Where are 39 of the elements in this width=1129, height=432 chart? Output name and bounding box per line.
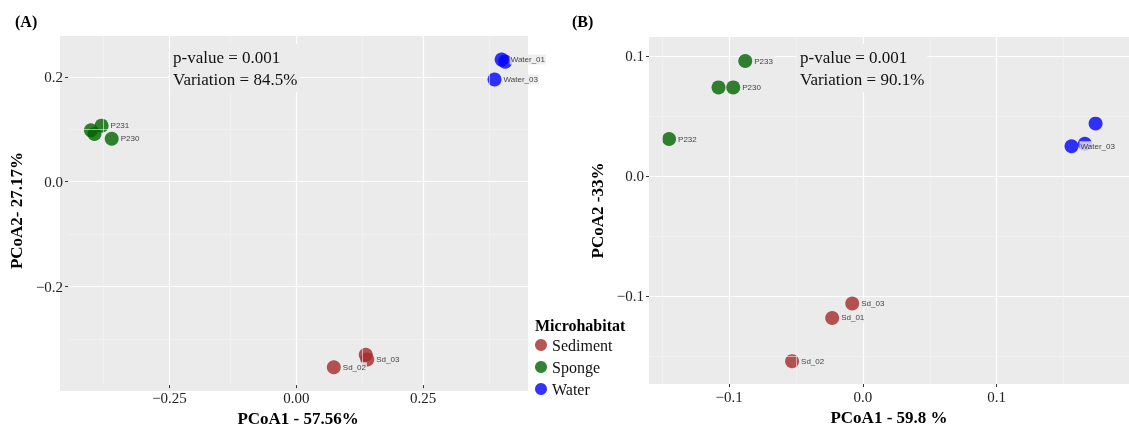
x-tick-label: −0.1 [715, 388, 743, 405]
annotation: Sd_01 [841, 313, 865, 323]
annotation: Sd_03 [376, 354, 400, 364]
y-axis-title: PCoA2 -33% [587, 162, 607, 259]
x-tick-label: 0.25 [409, 389, 437, 406]
y-tick-label: 0.0 [625, 168, 644, 185]
y-tick-label: 0.0 [44, 173, 64, 190]
annotation: P230 [120, 134, 140, 144]
annotation: P230 [742, 82, 762, 92]
annotation: P231 [110, 121, 130, 131]
annotation: p-value = 0.001 [173, 47, 281, 67]
annotation: Water_03 [1080, 141, 1116, 151]
annotation: Water_01 [510, 55, 546, 65]
annotation: P233 [754, 56, 774, 66]
annotation: P232 [678, 134, 698, 144]
y-tick-label: −0.1 [616, 288, 644, 305]
legend-label: Sediment [552, 336, 613, 354]
x-tick-label: −0.25 [152, 389, 187, 406]
legend-label: Sponge [552, 358, 600, 377]
x-tick-label: 0.0 [853, 388, 873, 405]
annotation: Variation = 90.1% [800, 69, 925, 89]
annotation: p-value = 0.001 [800, 47, 908, 67]
y-tick-label: 0.2 [44, 68, 64, 85]
annotation: Sd_03 [861, 299, 885, 309]
chart-title: (A) [15, 12, 38, 31]
x-tick-label: 0.1 [987, 388, 1007, 405]
y-tick-label: −0.2 [35, 278, 64, 295]
y-axis-title: PCoA2- 27.17% [7, 152, 26, 270]
y-tick-label: 0.1 [625, 48, 644, 65]
x-axis-title: PCoA1 - 59.8 % [830, 407, 948, 427]
annotation: Sd_02 [342, 362, 367, 372]
chart-title: (B) [572, 12, 594, 31]
annotation: Variation = 84.5% [173, 69, 298, 89]
legend-title: Microhabitat [535, 316, 627, 334]
x-axis-title: PCoA1 - 57.56% [237, 409, 359, 428]
annotation: Water_03 [503, 75, 539, 85]
legend-label: Water [552, 380, 591, 398]
annotation: Sd_02 [801, 356, 825, 366]
x-tick-label: 0.00 [283, 389, 310, 406]
